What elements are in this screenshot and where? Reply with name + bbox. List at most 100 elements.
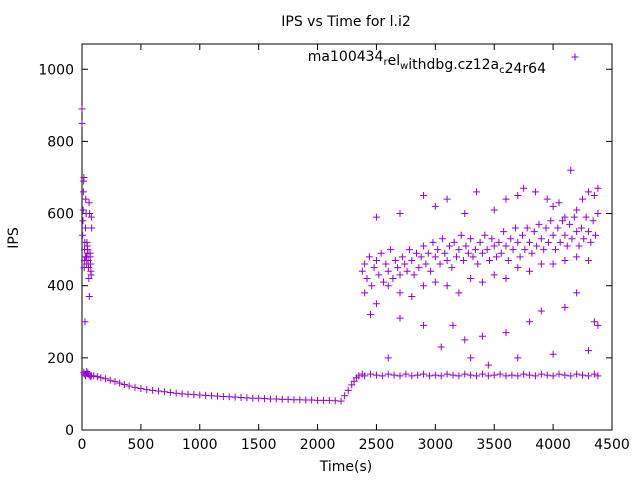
data-point (580, 235, 588, 243)
data-point (368, 282, 376, 290)
data-point (111, 378, 119, 386)
data-point (378, 372, 386, 380)
data-point (520, 184, 528, 192)
data-point (81, 318, 89, 326)
data-point (568, 235, 576, 243)
data-point (573, 370, 581, 378)
data-point (375, 271, 383, 279)
data-point (590, 318, 598, 326)
data-point (308, 396, 316, 404)
data-point (420, 192, 428, 200)
data-point (261, 395, 269, 403)
data-point (414, 371, 422, 379)
data-point (594, 321, 602, 329)
data-point (594, 210, 602, 218)
data-point (184, 390, 192, 398)
data-point (537, 260, 545, 268)
data-point (555, 199, 563, 207)
data-point (350, 377, 358, 385)
data-point (523, 224, 531, 232)
data-point (367, 311, 375, 319)
data-point (88, 224, 96, 232)
data-point (87, 271, 95, 279)
data-point (549, 372, 557, 380)
data-point (272, 395, 280, 403)
data-point (394, 264, 402, 272)
data-point (584, 256, 592, 264)
data-point (455, 289, 463, 297)
y-tick-label: 200 (47, 351, 74, 367)
y-tick-label: 1000 (38, 62, 74, 78)
data-point (85, 274, 93, 282)
data-point (449, 371, 457, 379)
data-point (577, 224, 585, 232)
data-point (358, 267, 366, 275)
x-tick-label: 1500 (241, 437, 277, 453)
data-point (555, 370, 563, 378)
data-point (543, 371, 551, 379)
y-axis-label: IPS (6, 227, 22, 249)
data-point (594, 372, 602, 380)
data-point (467, 354, 475, 362)
data-point (319, 396, 327, 404)
data-point (500, 228, 508, 236)
data-point (424, 249, 432, 257)
data-point (502, 242, 510, 250)
data-point (79, 188, 87, 196)
data-point (530, 228, 538, 236)
data-point (408, 372, 416, 380)
data-point (396, 314, 404, 322)
data-point (473, 188, 481, 196)
data-point (573, 206, 581, 214)
data-point (449, 321, 457, 329)
x-tick-label: 3000 (418, 437, 454, 453)
data-point (172, 389, 180, 397)
data-point (348, 381, 356, 389)
data-point (567, 166, 575, 174)
data-point (504, 256, 512, 264)
data-point (584, 228, 592, 236)
data-point (415, 264, 423, 272)
data-point (490, 242, 498, 250)
data-point (467, 371, 475, 379)
data-point (592, 231, 600, 239)
data-point (570, 213, 578, 221)
data-point (582, 213, 590, 221)
data-point (584, 372, 592, 380)
data-point (372, 256, 380, 264)
data-point (486, 256, 494, 264)
data-point (561, 371, 569, 379)
data-point (431, 253, 439, 261)
data-point (396, 271, 404, 279)
data-point (520, 370, 528, 378)
data-point (445, 242, 453, 250)
y-tick-label: 400 (47, 279, 74, 295)
data-point (83, 368, 91, 376)
data-point (594, 184, 602, 192)
data-point (398, 253, 406, 261)
data-point (106, 376, 114, 384)
data-point (537, 370, 545, 378)
data-point (370, 264, 378, 272)
data-point (363, 274, 371, 282)
data-point (79, 217, 87, 225)
data-point (85, 199, 93, 207)
data-point (441, 249, 449, 257)
data-point (478, 278, 486, 286)
data-point (526, 238, 534, 246)
data-point (521, 246, 529, 254)
data-point (382, 260, 390, 268)
data-point (476, 238, 484, 246)
data-point (573, 228, 581, 236)
data-point (543, 195, 551, 203)
x-tick-label: 0 (78, 437, 87, 453)
data-point (429, 238, 437, 246)
data-point (396, 372, 404, 380)
data-point (384, 354, 392, 362)
chart-title: IPS vs Time for l.i2 (281, 14, 411, 30)
data-point (514, 372, 522, 380)
data-point (537, 307, 545, 315)
data-point (431, 202, 439, 210)
data-point (481, 231, 489, 239)
